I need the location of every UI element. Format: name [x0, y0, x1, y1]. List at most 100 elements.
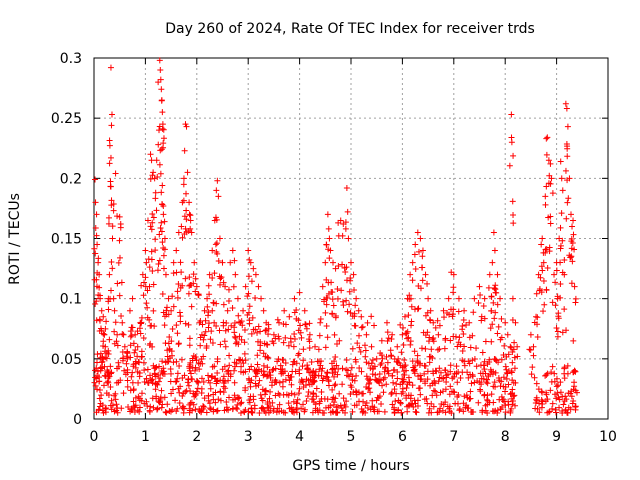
data-point: [473, 345, 480, 352]
data-point: [276, 408, 283, 415]
data-point: [356, 332, 363, 339]
data-point: [103, 318, 110, 325]
data-point: [147, 223, 154, 230]
data-point: [347, 277, 354, 284]
data-point: [301, 406, 308, 413]
data-point: [209, 247, 216, 254]
data-point: [564, 123, 571, 130]
data-point: [430, 335, 437, 342]
data-point: [270, 407, 277, 414]
data-point: [209, 363, 216, 370]
data-point: [364, 404, 371, 411]
data-point: [103, 405, 110, 412]
data-point: [142, 283, 149, 290]
data-point: [148, 226, 155, 233]
data-point: [204, 303, 211, 310]
data-point: [143, 300, 150, 307]
data-point: [205, 372, 212, 379]
data-point: [526, 346, 533, 353]
data-point: [304, 365, 311, 372]
data-point: [412, 241, 419, 248]
data-point: [164, 347, 171, 354]
x-tick-label: 3: [244, 429, 253, 445]
data-point: [422, 363, 429, 370]
data-point: [175, 229, 182, 236]
data-point: [297, 322, 304, 329]
data-point: [462, 404, 469, 411]
data-point: [158, 201, 165, 208]
data-point: [476, 283, 483, 290]
data-point: [248, 377, 255, 384]
data-point: [544, 134, 551, 141]
y-axis-label: ROTI / TECUs: [7, 193, 23, 285]
data-point: [289, 361, 296, 368]
data-point: [291, 391, 298, 398]
data-point: [220, 383, 227, 390]
data-point: [557, 158, 564, 165]
data-point: [114, 280, 121, 287]
data-point: [109, 402, 116, 409]
data-point: [291, 309, 298, 316]
data-point: [556, 235, 563, 242]
data-point: [112, 396, 119, 403]
data-point: [554, 333, 561, 340]
data-point: [329, 311, 336, 318]
data-point: [358, 324, 365, 331]
data-point: [459, 347, 466, 354]
data-point: [245, 247, 252, 254]
data-point: [553, 325, 560, 332]
data-point: [509, 198, 516, 205]
data-point: [303, 382, 310, 389]
data-point: [144, 379, 151, 386]
data-point: [175, 280, 182, 287]
data-point: [181, 147, 188, 154]
data-point: [152, 386, 159, 393]
data-point: [477, 388, 484, 395]
data-point: [508, 111, 515, 118]
data-point: [214, 177, 221, 184]
data-point: [540, 308, 547, 315]
data-point: [339, 365, 346, 372]
data-point: [538, 404, 545, 411]
data-point: [543, 135, 550, 142]
data-point: [265, 405, 272, 412]
data-point: [322, 309, 329, 316]
data-point: [225, 377, 232, 384]
data-point: [446, 311, 453, 318]
data-point: [509, 359, 516, 366]
data-point: [406, 379, 413, 386]
data-point: [430, 403, 437, 410]
data-point: [392, 398, 399, 405]
data-point: [242, 384, 249, 391]
data-point: [97, 400, 104, 407]
data-point: [258, 368, 265, 375]
data-point: [176, 309, 183, 316]
data-point: [549, 405, 556, 412]
data-point: [502, 388, 509, 395]
data-point: [498, 356, 505, 363]
data-point: [563, 215, 570, 222]
data-point: [108, 202, 115, 209]
data-point: [241, 327, 248, 334]
data-point: [549, 400, 556, 407]
data-point: [112, 319, 119, 326]
data-point: [421, 396, 428, 403]
data-point: [132, 346, 139, 353]
data-point: [237, 319, 244, 326]
data-point: [174, 288, 181, 295]
data-point: [275, 333, 282, 340]
data-point: [256, 409, 263, 416]
data-point: [460, 317, 467, 324]
data-point: [508, 369, 515, 376]
data-point: [147, 151, 154, 158]
data-point: [212, 214, 219, 221]
data-point: [543, 372, 550, 379]
data-point: [543, 286, 550, 293]
data-point: [160, 140, 167, 147]
data-point: [415, 248, 422, 255]
data-point: [129, 379, 136, 386]
data-point: [348, 364, 355, 371]
data-point: [189, 355, 196, 362]
data-point: [217, 275, 224, 282]
data-point: [397, 362, 404, 369]
